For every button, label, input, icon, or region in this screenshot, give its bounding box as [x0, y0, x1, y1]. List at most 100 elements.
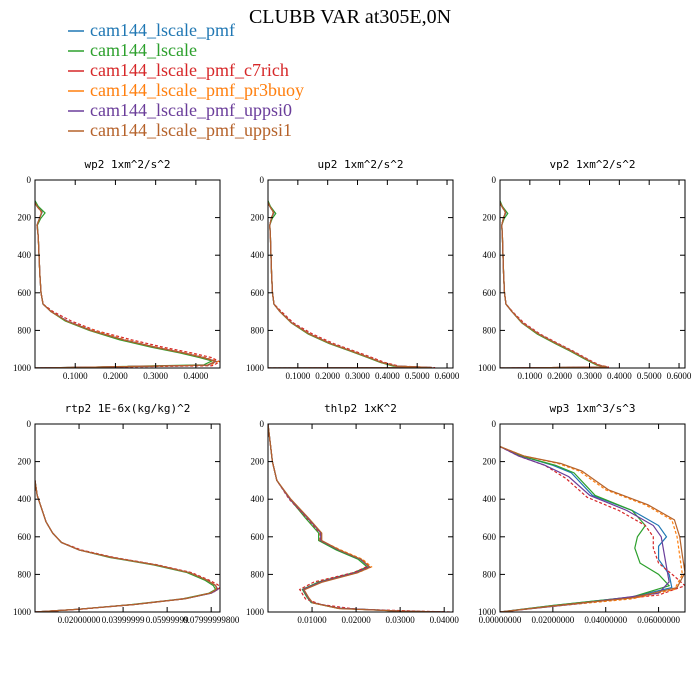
y-tick-label: 200: [251, 457, 265, 467]
panel-title: vp2 1xm^2/s^2: [549, 158, 635, 171]
x-tick-label: 0.07999999800: [183, 615, 240, 625]
y-tick-label: 0: [27, 419, 32, 429]
x-tick-label: 0.01000: [297, 615, 327, 625]
series-line: [500, 446, 671, 612]
x-tick-label: 0.4000: [183, 371, 208, 381]
y-tick-label: 200: [483, 213, 497, 223]
y-tick-label: 1000: [478, 607, 497, 617]
y-tick-label: 1000: [478, 363, 497, 373]
y-tick-label: 800: [251, 569, 265, 579]
y-tick-label: 400: [251, 250, 265, 260]
series-line: [500, 446, 685, 612]
panel-title: thlp2 1xK^2: [324, 402, 397, 415]
chart-panels: wp2 1xm^2/s^2 0 200 400 600 800 1000 0.1000 0.20…: [13, 158, 692, 625]
series-line: [500, 202, 608, 368]
y-tick-label: 600: [483, 532, 497, 542]
series-line: [35, 202, 220, 368]
x-tick-label: 0.05999999: [146, 615, 189, 625]
chart-panel: rtp2 1E-6x(kg/kg)^2 0 200 400 600 800 1000 0.02…: [13, 402, 240, 625]
chart-panel: vp2 1xm^2/s^2 0 200 400 600 800 1000 0.1000 0.20…: [478, 158, 692, 381]
y-tick-label: 400: [18, 250, 32, 260]
legend-item: cam144_lscale_pmf_c7rich: [68, 60, 289, 80]
series-line: [500, 446, 685, 612]
figure-title: CLUBB VAR at305E,0N: [249, 6, 451, 28]
y-tick-label: 800: [18, 569, 32, 579]
y-tick-label: 600: [18, 288, 32, 298]
y-tick-label: 600: [251, 532, 265, 542]
y-tick-label: 0: [492, 175, 497, 185]
y-tick-label: 1000: [246, 363, 265, 373]
x-tick-label: 0.3000: [143, 371, 168, 381]
legend-label: cam144_lscale_pmf_c7rich: [90, 60, 289, 80]
x-tick-label: 0.4000: [607, 371, 632, 381]
x-tick-label: 0.6000: [435, 371, 460, 381]
x-tick-label: 0.2000: [315, 371, 340, 381]
legend-item: cam144_lscale_pmf_uppsi1: [68, 120, 292, 140]
x-tick-label: 0.5000: [405, 371, 430, 381]
y-tick-label: 1000: [13, 607, 32, 617]
y-tick-label: 400: [251, 494, 265, 504]
x-tick-label: 0.2000: [103, 371, 128, 381]
series-line: [268, 202, 436, 368]
y-tick-label: 400: [483, 494, 497, 504]
y-tick-label: 0: [260, 175, 265, 185]
chart-panel: thlp2 1xK^2 0 200 400 600 800 1000 0.01000 0.020…: [246, 402, 459, 625]
series-line: [500, 446, 673, 612]
x-tick-label: 0.02000000: [58, 615, 101, 625]
series-line: [500, 446, 683, 612]
y-tick-label: 200: [18, 213, 32, 223]
legend-item: cam144_lscale: [68, 40, 197, 60]
plot-frame: [34, 179, 221, 369]
panel-title: rtp2 1E-6x(kg/kg)^2: [65, 402, 191, 415]
x-tick-label: 0.3000: [345, 371, 370, 381]
y-tick-label: 0: [260, 419, 265, 429]
x-tick-label: 0.3000: [577, 371, 602, 381]
y-tick-label: 200: [251, 213, 265, 223]
x-tick-label: 0.00000000: [479, 615, 522, 625]
y-tick-label: 1000: [246, 607, 265, 617]
y-tick-label: 800: [483, 325, 497, 335]
legend-item: cam144_lscale_pmf: [68, 20, 235, 40]
chart-panel: wp3 1xm^3/s^3 0 200 400 600 800 10000.00000000…: [478, 402, 686, 625]
plot-frame: [267, 423, 454, 613]
x-tick-label: 0.04000: [430, 615, 460, 625]
y-tick-label: 600: [483, 288, 497, 298]
plot-frame: [499, 179, 686, 369]
plot-frame: [499, 423, 686, 613]
legend-item: cam144_lscale_pmf_pr3buoy: [68, 80, 304, 100]
legend: cam144_lscale_pmfcam144_lscalecam144_lsc…: [68, 20, 304, 140]
x-tick-label: 0.06000000: [637, 615, 680, 625]
plot-frame: [34, 423, 221, 613]
x-tick-label: 0.02000: [341, 615, 371, 625]
legend-label: cam144_lscale_pmf: [90, 20, 235, 40]
x-tick-label: 0.02000000: [531, 615, 574, 625]
x-tick-label: 0.6000: [667, 371, 692, 381]
legend-label: cam144_lscale_pmf_pr3buoy: [90, 80, 304, 100]
y-tick-label: 200: [483, 457, 497, 467]
y-tick-label: 800: [18, 325, 32, 335]
y-tick-label: 800: [483, 569, 497, 579]
x-tick-label: 0.1000: [517, 371, 542, 381]
series-line: [268, 202, 433, 368]
y-tick-label: 800: [251, 325, 265, 335]
series-line: [35, 202, 217, 368]
legend-label: cam144_lscale: [90, 40, 197, 60]
x-tick-label: 0.2000: [547, 371, 572, 381]
y-tick-label: 0: [492, 419, 497, 429]
y-tick-label: 400: [483, 250, 497, 260]
chart-panel: up2 1xm^2/s^2 0 200 400 600 800 1000 0.1000 0.20…: [246, 158, 460, 381]
x-tick-label: 0.04000000: [584, 615, 627, 625]
y-tick-label: 600: [251, 288, 265, 298]
x-tick-label: 0.03999999: [102, 615, 145, 625]
panel-title: wp3 1xm^3/s^3: [549, 402, 635, 415]
y-tick-label: 600: [18, 532, 32, 542]
legend-label: cam144_lscale_pmf_uppsi1: [90, 120, 292, 140]
y-tick-label: 400: [18, 494, 32, 504]
panel-title: wp2 1xm^2/s^2: [84, 158, 170, 171]
series-line: [35, 480, 218, 612]
plot-frame: [267, 179, 454, 369]
chart-panel: wp2 1xm^2/s^2 0 200 400 600 800 1000 0.1000 0.20…: [13, 158, 221, 381]
series-line: [268, 424, 445, 612]
y-tick-label: 200: [18, 457, 32, 467]
